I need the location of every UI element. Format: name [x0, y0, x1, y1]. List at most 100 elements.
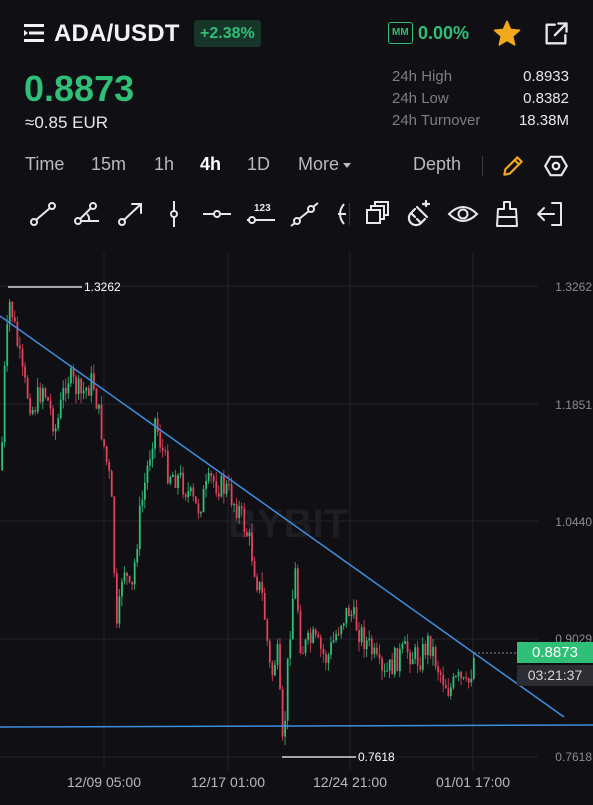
stat-low-value: 0.8382	[523, 90, 569, 107]
candle-body	[258, 581, 261, 591]
candle-body	[335, 634, 338, 641]
candle-body	[133, 562, 136, 585]
mm-value[interactable]: 0.00%	[418, 23, 470, 43]
arrow-line-icon[interactable]	[113, 196, 149, 232]
y-tick-label: 1.1851	[555, 398, 592, 412]
tab-time[interactable]: Time	[25, 154, 65, 174]
candle-body	[57, 418, 60, 429]
layers-icon[interactable]	[360, 196, 396, 232]
last-price-tag: 0.8873	[517, 642, 593, 663]
svg-text:123: 123	[254, 203, 271, 214]
star-icon[interactable]	[492, 19, 522, 49]
candle-body	[457, 671, 460, 677]
candle-body	[393, 647, 396, 675]
candle-body	[179, 472, 182, 475]
candle-body	[34, 410, 37, 412]
candle-body	[93, 373, 95, 389]
magnet-icon[interactable]	[402, 196, 438, 232]
candle-body	[246, 532, 248, 537]
candle-body	[358, 630, 360, 643]
divider	[482, 156, 483, 176]
candle-body	[49, 400, 52, 409]
candle-body	[100, 404, 103, 440]
chart-canvas[interactable]: BYBIT 1.3262 0.7618 1.3262 1.1851 1.0440…	[0, 252, 593, 800]
candle-body	[472, 657, 475, 679]
candle-body	[391, 659, 394, 675]
candle-body	[414, 647, 417, 659]
ray-icon[interactable]	[326, 196, 346, 232]
angle-line-icon[interactable]	[69, 196, 105, 232]
tab-more[interactable]: More	[298, 154, 352, 175]
candle-body	[235, 503, 238, 519]
candle-body	[404, 641, 406, 644]
candle-body	[195, 496, 197, 504]
candle-body	[340, 625, 343, 635]
candle-body	[342, 623, 345, 626]
x-tick-label: 01/01 17:00	[436, 774, 510, 790]
low-marker-label: 0.7618	[358, 750, 395, 764]
trendline-support[interactable]	[0, 724, 593, 728]
candle-body	[220, 475, 223, 497]
settings-hexagon-icon[interactable]	[543, 153, 569, 179]
candle-body	[146, 465, 149, 483]
mm-badge[interactable]: MM	[388, 22, 413, 44]
stat-low-label: 24h Low	[392, 90, 449, 107]
candle-body	[177, 474, 179, 488]
candle-body	[332, 640, 335, 643]
candle-body	[251, 532, 253, 562]
candle-body	[314, 629, 317, 635]
candle-body	[105, 446, 108, 462]
candle-body	[6, 323, 9, 366]
candle-body	[378, 653, 381, 659]
candle-body	[467, 678, 470, 683]
candle-body	[154, 418, 156, 449]
candle-body	[110, 471, 113, 497]
candle-body	[212, 476, 215, 482]
candle-body	[450, 687, 452, 696]
candle-body	[136, 549, 139, 563]
pair-name[interactable]: ADA/USDT	[54, 20, 180, 47]
vertical-line-icon[interactable]	[156, 196, 192, 232]
pencil-icon[interactable]	[500, 153, 526, 179]
candle-body	[36, 387, 39, 412]
candle-body	[121, 581, 123, 597]
trendline-descending[interactable]	[0, 315, 565, 718]
candle-body	[386, 670, 389, 672]
candle-body	[330, 642, 332, 656]
menu-icon[interactable]	[24, 22, 46, 44]
eraser-icon[interactable]	[489, 196, 525, 232]
candle-body	[19, 345, 21, 349]
line-segment-icon[interactable]	[25, 196, 61, 232]
eye-icon[interactable]	[445, 196, 481, 232]
candle-body	[1, 442, 3, 470]
x-tick-label: 12/24 21:00	[313, 774, 387, 790]
tab-4h[interactable]: 4h	[200, 154, 222, 174]
candle-body	[126, 572, 128, 577]
exit-icon[interactable]	[532, 196, 568, 232]
candle-body	[421, 644, 424, 670]
extended-line-icon[interactable]	[287, 196, 323, 232]
tab-1h[interactable]: 1h	[154, 154, 175, 174]
candle-body	[115, 573, 118, 624]
price-label-icon[interactable]: 123	[243, 196, 279, 232]
share-icon[interactable]	[542, 20, 570, 48]
horizontal-line-icon[interactable]	[199, 196, 235, 232]
tab-15m[interactable]: 15m	[91, 154, 127, 174]
candle-body	[118, 596, 121, 624]
candle-body	[159, 432, 162, 448]
x-tick-label: 12/09 05:00	[67, 774, 141, 790]
candle-body	[164, 450, 167, 452]
candle-body	[363, 627, 366, 650]
candle-body	[75, 376, 77, 394]
candle-body	[243, 508, 246, 533]
candlestick-chart[interactable]: BYBIT 1.3262 0.7618 1.3262 1.1851 1.0440…	[0, 252, 593, 800]
tab-depth[interactable]: Depth	[413, 154, 462, 174]
candle-body	[365, 640, 368, 650]
candle-body	[64, 388, 67, 394]
candle-body	[348, 607, 350, 617]
tab-1d[interactable]: 1D	[247, 154, 271, 174]
candle-body	[345, 607, 348, 624]
candle-countdown: 03:21:37	[517, 665, 593, 686]
candle-body	[29, 397, 32, 414]
candle-body	[271, 662, 274, 676]
